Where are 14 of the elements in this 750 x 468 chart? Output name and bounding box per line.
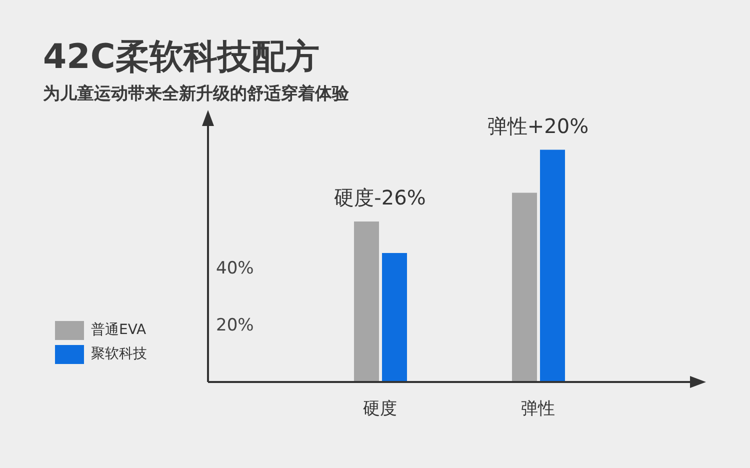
annotation: 硬度-26%: [334, 185, 426, 210]
bar: [512, 192, 537, 382]
x-tick-label: 硬度: [363, 399, 397, 420]
annotation: 弹性+20%: [487, 114, 589, 138]
legend-label: 普通EVA: [91, 321, 146, 339]
legend-label: 聚软科技: [91, 345, 147, 363]
x-tick-label: 弹性: [521, 399, 555, 420]
y-tick-label: 20%: [216, 316, 254, 336]
chart-title: 42C柔软科技配方: [43, 37, 320, 77]
y-tick-label: 40%: [216, 258, 254, 278]
chart-subtitle: 为儿童运动带来全新升级的舒适穿着体验: [43, 83, 349, 105]
bar: [354, 221, 379, 382]
bar: [382, 253, 407, 382]
bar: [540, 150, 565, 382]
